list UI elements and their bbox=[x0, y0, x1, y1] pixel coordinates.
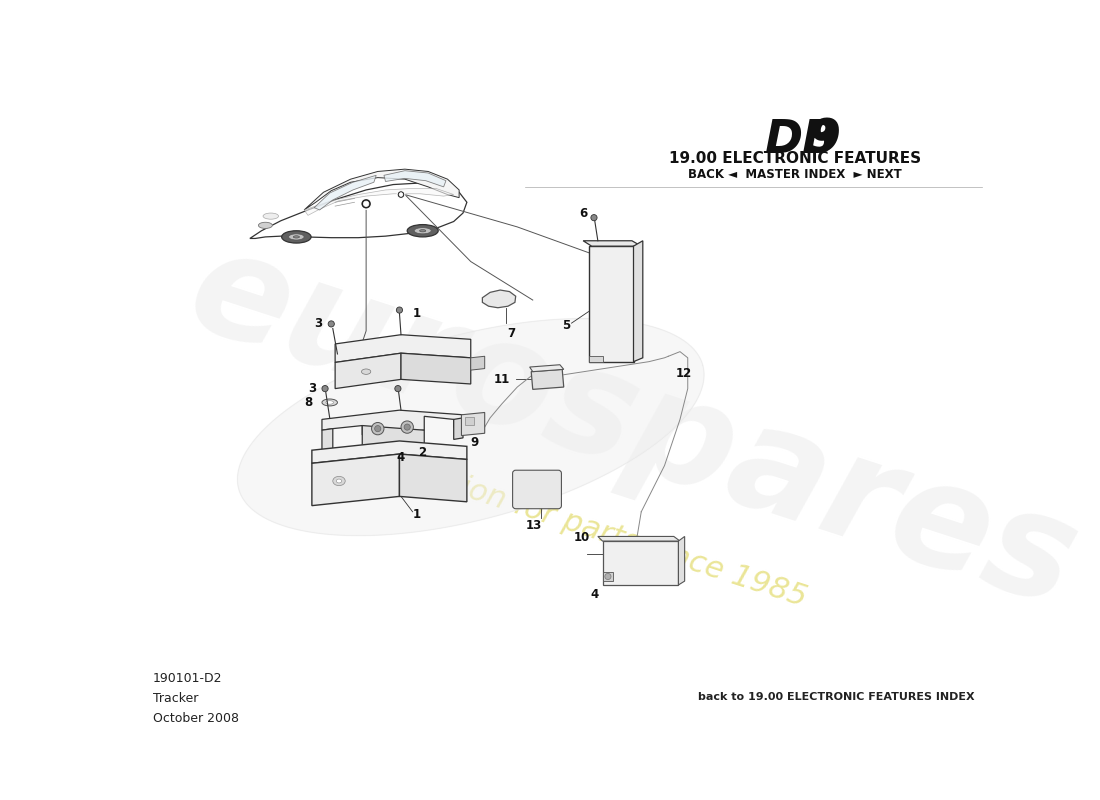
Polygon shape bbox=[679, 537, 684, 585]
Polygon shape bbox=[583, 241, 641, 246]
Polygon shape bbox=[402, 353, 471, 384]
Text: 4: 4 bbox=[397, 451, 405, 464]
Circle shape bbox=[591, 214, 597, 221]
Text: BACK ◄  MASTER INDEX  ► NEXT: BACK ◄ MASTER INDEX ► NEXT bbox=[688, 168, 902, 182]
Text: 1: 1 bbox=[412, 306, 420, 320]
Polygon shape bbox=[312, 454, 399, 506]
Polygon shape bbox=[312, 441, 466, 463]
Text: 19.00 ELECTRONIC FEATURES: 19.00 ELECTRONIC FEATURES bbox=[669, 151, 921, 166]
Ellipse shape bbox=[415, 228, 431, 234]
Text: DB: DB bbox=[763, 118, 837, 162]
Polygon shape bbox=[336, 353, 402, 389]
Circle shape bbox=[399, 193, 403, 197]
Text: 9: 9 bbox=[471, 436, 478, 449]
Text: 11: 11 bbox=[493, 373, 509, 386]
Circle shape bbox=[402, 421, 414, 434]
Ellipse shape bbox=[407, 225, 438, 237]
Polygon shape bbox=[471, 356, 485, 370]
Polygon shape bbox=[399, 454, 466, 502]
Text: a passion for parts since 1985: a passion for parts since 1985 bbox=[363, 442, 811, 612]
Circle shape bbox=[375, 426, 381, 432]
Bar bbox=[603, 572, 614, 581]
Polygon shape bbox=[483, 290, 516, 308]
Ellipse shape bbox=[258, 222, 273, 229]
Polygon shape bbox=[462, 413, 485, 435]
Circle shape bbox=[361, 198, 372, 209]
Text: 9: 9 bbox=[807, 118, 839, 162]
Circle shape bbox=[372, 422, 384, 435]
Circle shape bbox=[328, 321, 334, 327]
Text: 12: 12 bbox=[676, 366, 692, 380]
FancyBboxPatch shape bbox=[513, 470, 561, 509]
Polygon shape bbox=[530, 365, 563, 372]
Circle shape bbox=[396, 307, 403, 313]
Ellipse shape bbox=[263, 213, 278, 219]
Polygon shape bbox=[238, 318, 704, 536]
Polygon shape bbox=[634, 241, 642, 362]
Polygon shape bbox=[322, 429, 333, 450]
Circle shape bbox=[395, 386, 402, 392]
Circle shape bbox=[363, 201, 368, 206]
Polygon shape bbox=[322, 410, 463, 435]
Text: 4: 4 bbox=[591, 589, 598, 602]
Polygon shape bbox=[603, 541, 679, 585]
Text: 10: 10 bbox=[573, 531, 590, 545]
Ellipse shape bbox=[294, 236, 299, 238]
Text: 13: 13 bbox=[526, 519, 542, 532]
Text: back to 19.00 ELECTRONIC FEATURES INDEX: back to 19.00 ELECTRONIC FEATURES INDEX bbox=[697, 692, 975, 702]
Text: 190101-D2
Tracker
October 2008: 190101-D2 Tracker October 2008 bbox=[153, 672, 239, 725]
Polygon shape bbox=[384, 170, 446, 187]
Polygon shape bbox=[588, 246, 634, 362]
Text: 5: 5 bbox=[562, 319, 570, 332]
Polygon shape bbox=[304, 169, 459, 210]
Circle shape bbox=[397, 190, 405, 198]
Polygon shape bbox=[315, 175, 376, 210]
Bar bbox=[464, 417, 474, 425]
Polygon shape bbox=[336, 334, 471, 362]
Ellipse shape bbox=[282, 230, 311, 243]
Ellipse shape bbox=[322, 399, 338, 406]
Ellipse shape bbox=[337, 479, 342, 483]
Polygon shape bbox=[531, 370, 563, 390]
Ellipse shape bbox=[362, 369, 371, 374]
Text: 8: 8 bbox=[304, 396, 312, 409]
Ellipse shape bbox=[419, 230, 426, 232]
Circle shape bbox=[322, 386, 328, 392]
Ellipse shape bbox=[326, 401, 333, 404]
Text: 3: 3 bbox=[314, 318, 322, 330]
Polygon shape bbox=[598, 537, 680, 541]
Circle shape bbox=[605, 574, 610, 579]
Polygon shape bbox=[304, 188, 453, 215]
Bar bbox=[590, 356, 603, 362]
Polygon shape bbox=[453, 418, 463, 439]
Polygon shape bbox=[250, 183, 466, 238]
Text: 1: 1 bbox=[412, 508, 420, 521]
Text: 2: 2 bbox=[418, 446, 426, 459]
Text: 7: 7 bbox=[507, 326, 515, 340]
Ellipse shape bbox=[288, 234, 304, 240]
Polygon shape bbox=[362, 426, 425, 450]
Circle shape bbox=[404, 424, 410, 430]
Ellipse shape bbox=[333, 476, 345, 486]
Text: eurospares: eurospares bbox=[173, 218, 1094, 637]
Text: 6: 6 bbox=[579, 206, 587, 219]
Text: 3: 3 bbox=[308, 382, 316, 395]
